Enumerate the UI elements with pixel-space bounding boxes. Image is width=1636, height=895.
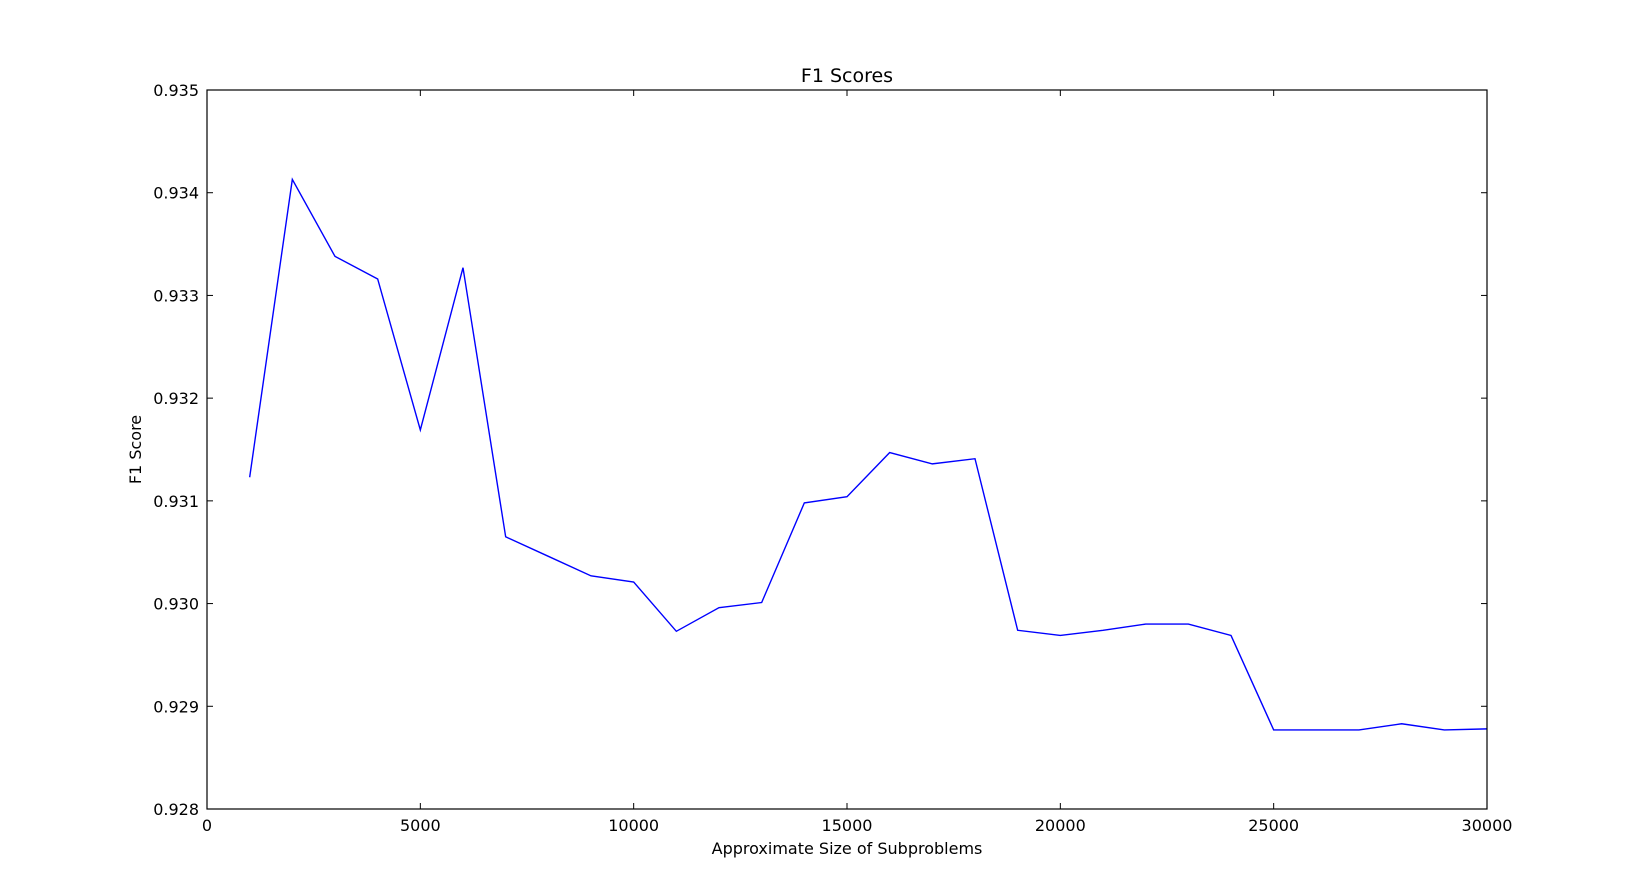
axis-ticks: 0 5000 10000 15000 20000 25000 30000 0.928 0.929… xyxy=(153,81,1512,835)
x-axis-label: Approximate Size of Subproblems xyxy=(712,839,983,858)
y-tick-label: 0.933 xyxy=(153,286,199,305)
x-tick-label: 10000 xyxy=(608,816,659,835)
y-axis-label: F1 Score xyxy=(126,415,145,484)
x-tick-label: 30000 xyxy=(1462,816,1513,835)
x-tick-label: 15000 xyxy=(822,816,873,835)
x-tick-label: 5000 xyxy=(400,816,441,835)
chart-title: F1 Scores xyxy=(801,65,893,87)
y-tick-label: 0.934 xyxy=(153,184,199,203)
y-tick-label: 0.930 xyxy=(153,595,199,614)
x-tick-label: 25000 xyxy=(1248,816,1299,835)
y-tick-label: 0.932 xyxy=(153,389,199,408)
x-tick-label: 0 xyxy=(202,816,212,835)
y-tick-label: 0.931 xyxy=(153,492,199,511)
series-layer xyxy=(250,179,1488,730)
series-line xyxy=(250,179,1487,730)
plot-frame xyxy=(207,90,1487,809)
y-tick-label: 0.935 xyxy=(153,81,199,100)
x-tick-label: 20000 xyxy=(1035,816,1086,835)
y-tick-label: 0.929 xyxy=(153,697,199,716)
y-tick-label: 0.928 xyxy=(153,800,199,819)
